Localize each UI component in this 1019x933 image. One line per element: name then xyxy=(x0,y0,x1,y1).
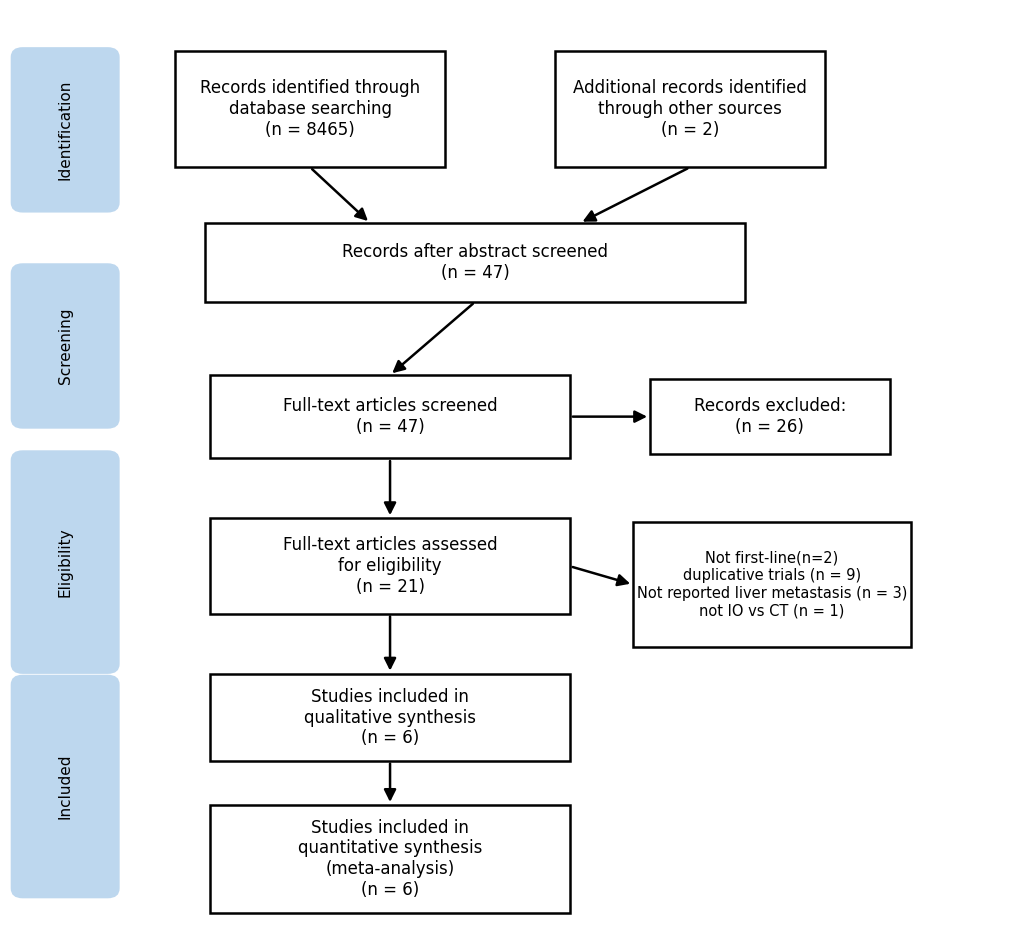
Text: Full-text articles assessed
for eligibility
(n = 21): Full-text articles assessed for eligibil… xyxy=(282,536,497,596)
Text: Included: Included xyxy=(58,754,72,819)
Text: Studies included in
qualitative synthesis
(n = 6): Studies included in qualitative synthesi… xyxy=(304,688,476,747)
FancyBboxPatch shape xyxy=(210,375,570,458)
FancyBboxPatch shape xyxy=(210,805,570,912)
Text: Full-text articles screened
(n = 47): Full-text articles screened (n = 47) xyxy=(282,397,497,436)
Text: Identification: Identification xyxy=(58,79,72,180)
FancyBboxPatch shape xyxy=(10,675,119,898)
FancyBboxPatch shape xyxy=(175,51,444,167)
FancyBboxPatch shape xyxy=(205,223,744,302)
FancyBboxPatch shape xyxy=(10,451,119,674)
Text: Eligibility: Eligibility xyxy=(58,527,72,597)
FancyBboxPatch shape xyxy=(649,379,889,454)
FancyBboxPatch shape xyxy=(210,519,570,614)
Text: Studies included in
quantitative synthesis
(meta-analysis)
(n = 6): Studies included in quantitative synthes… xyxy=(298,818,482,899)
Text: Records identified through
database searching
(n = 8465): Records identified through database sear… xyxy=(200,79,420,139)
Text: Additional records identified
through other sources
(n = 2): Additional records identified through ot… xyxy=(573,79,806,139)
Text: Records after abstract screened
(n = 47): Records after abstract screened (n = 47) xyxy=(341,244,607,283)
Text: Screening: Screening xyxy=(58,308,72,384)
Text: Not first-line(n=2)
duplicative trials (n = 9)
Not reported liver metastasis (n : Not first-line(n=2) duplicative trials (… xyxy=(636,550,906,619)
FancyBboxPatch shape xyxy=(554,51,824,167)
FancyBboxPatch shape xyxy=(10,263,119,428)
Text: Records excluded:
(n = 26): Records excluded: (n = 26) xyxy=(693,397,845,436)
FancyBboxPatch shape xyxy=(10,48,119,213)
FancyBboxPatch shape xyxy=(210,674,570,761)
FancyBboxPatch shape xyxy=(633,522,910,647)
